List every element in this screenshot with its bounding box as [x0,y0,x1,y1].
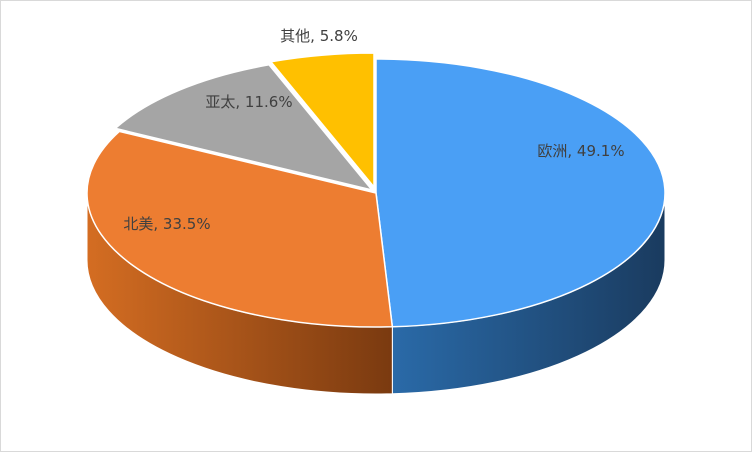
pie-slice-other [270,52,375,188]
data-label-asia-pacific: 亚太, 11.6% [205,93,292,111]
pie-tops [86,52,666,328]
data-label-other: 其他, 5.8% [280,27,358,45]
pie-slice-europe [375,58,666,328]
data-label-north-america: 北美, 33.5% [123,215,210,233]
data-labels: 欧洲, 49.1% 北美, 33.5% 亚太, 11.6% 其他, 5.8% [123,27,624,233]
pie-slice-north-america [86,130,394,328]
data-label-europe: 欧洲, 49.1% [537,142,624,160]
pie-slice-asia-pacific [114,64,373,191]
